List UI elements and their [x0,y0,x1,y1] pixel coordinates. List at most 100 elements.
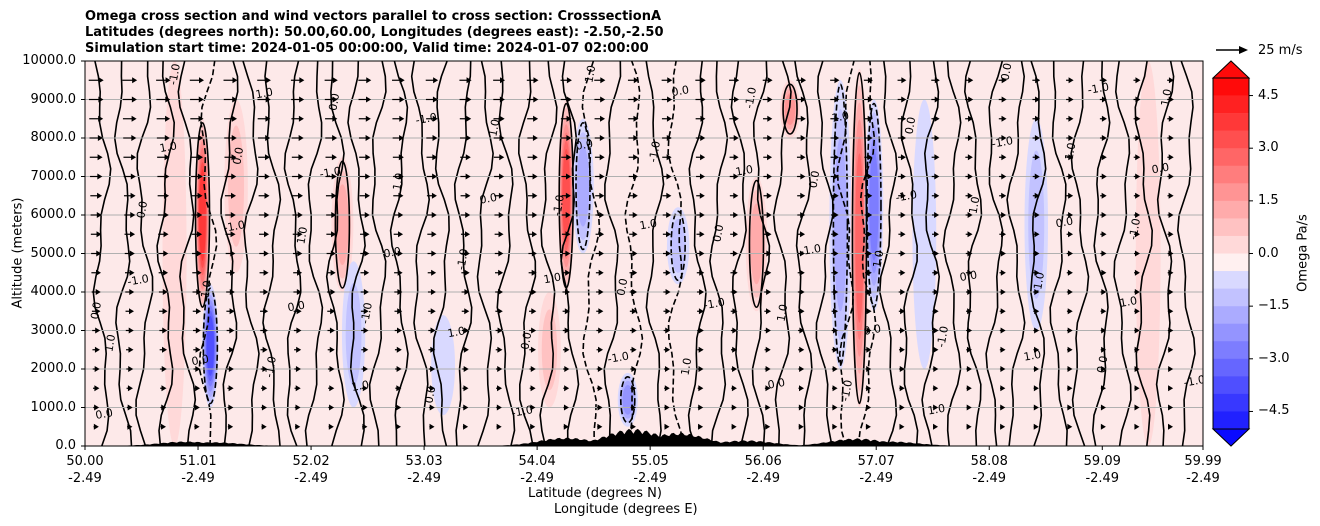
wind-vector-head [464,289,470,295]
x-tick-latitude: 50.00 [66,454,104,469]
wind-vector-head [565,192,571,199]
wind-vector-head [1101,192,1107,199]
contour-label: 1.0 [351,378,370,394]
wind-vector-head [599,154,605,161]
wind-vector-head [128,327,134,334]
wind-vector-head [1034,250,1040,257]
omega-anomaly [869,150,879,261]
wind-vector-head [127,404,133,411]
wind-vector-head [298,135,304,141]
wind-vector-head [1000,269,1006,276]
wind-vector-head [198,96,204,103]
wind-vector-head [563,404,569,411]
wind-vector-head [532,154,538,161]
wind-vector-head [298,154,304,161]
contour-label: 0.0 [230,146,246,165]
wind-vector-head [397,269,403,276]
wind-vector-head [732,289,738,295]
wind-vector-head [397,289,403,295]
wind-vector-head [867,212,873,218]
wind-vector-head [800,115,806,122]
x-tick-latitude: 59.09 [1083,454,1121,469]
wind-vector-head [96,231,102,238]
x-tick-label: 57.07 -2.49 [841,453,911,487]
wind-vector-head [297,212,303,218]
x-tick-latitude: 58.08 [970,454,1008,469]
wind-vector-head [733,231,739,238]
wind-vector-head [700,154,706,161]
wind-vector-head [161,366,167,372]
wind-vector-head [934,173,940,180]
y-tick-label: 4000.0 [30,284,77,299]
x-tick-longitude: -2.49 [181,471,215,486]
contour-label: -1.0 [222,218,245,235]
omega-closed-contour [575,121,591,251]
wind-vector-head [397,308,403,315]
wind-vector-head [632,231,638,238]
wind-vector-head [766,289,772,295]
wind-vector-head [1000,423,1006,430]
wind-vector-head [261,423,267,430]
wind-vector-head [531,250,537,257]
wind-vector-head [867,135,873,141]
wind-vector-head [598,250,604,257]
wind-vector-head [800,231,806,238]
wind-vector-head [97,173,103,180]
wind-vector-head [798,404,804,411]
contour-label: -1.0 [839,379,856,402]
wind-vector-head [97,135,103,141]
wind-vector-head [264,173,270,180]
contour-label: -1.0 [935,325,952,348]
x-tick-longitude: -2.49 [972,471,1007,486]
wind-vector-head [1100,423,1106,430]
wind-vector-head [165,77,171,84]
wind-vector-head [1035,96,1041,103]
wind-vector-head [734,77,740,84]
wind-vector-head [533,96,539,103]
wind-vector-head [127,423,133,430]
wind-vector-head [163,212,169,218]
omega-closed-contour [619,376,636,424]
wind-vector-head [463,346,469,353]
wind-vector-head [231,173,237,180]
wind-vector-head [196,289,202,295]
colorbar-tick-label: −1.5 [1258,298,1290,314]
wind-vector-head [496,404,502,411]
wind-vector-head [399,135,405,141]
wind-vector-head [968,77,974,84]
wind-vector-head [766,231,772,238]
wind-vector-head [1101,346,1107,353]
wind-vector-head [867,231,873,238]
wind-vector-head [162,327,168,334]
wind-vector-head [700,77,706,84]
wind-vector-head [599,192,605,199]
wind-vector-head [698,366,704,372]
wind-vector-head [397,250,403,257]
wind-vector-head [129,250,135,257]
wind-vector-head [901,115,907,122]
terrain-profile [85,428,1203,446]
wind-vector-head [364,192,370,199]
wind-vector-head [1033,385,1039,392]
wind-vector-head [362,404,368,411]
wind-vector-head [1067,289,1073,295]
wind-vector-head [666,231,672,238]
x-tick-latitude: 51.01 [179,454,217,469]
wind-vector-head [164,154,170,161]
wind-vector-head [465,231,471,238]
wind-vector-head [228,385,234,392]
omega-contour-line [857,61,877,446]
wind-vector-head [633,154,639,161]
wind-vector-head [1134,404,1140,411]
wind-vector-head [464,269,470,276]
wind-vector-head [264,154,270,161]
wind-vector-head [1168,289,1174,295]
contour-label: -1.0 [1183,373,1206,390]
wind-vector-head [799,385,805,392]
wind-vector-head [1134,423,1140,430]
wind-vector-head [800,154,806,161]
contour-label: 1.0 [102,333,118,352]
wind-vector-head [365,115,371,122]
contour-label: 0.0 [1151,161,1170,177]
contour-label: 1.0 [447,324,466,340]
